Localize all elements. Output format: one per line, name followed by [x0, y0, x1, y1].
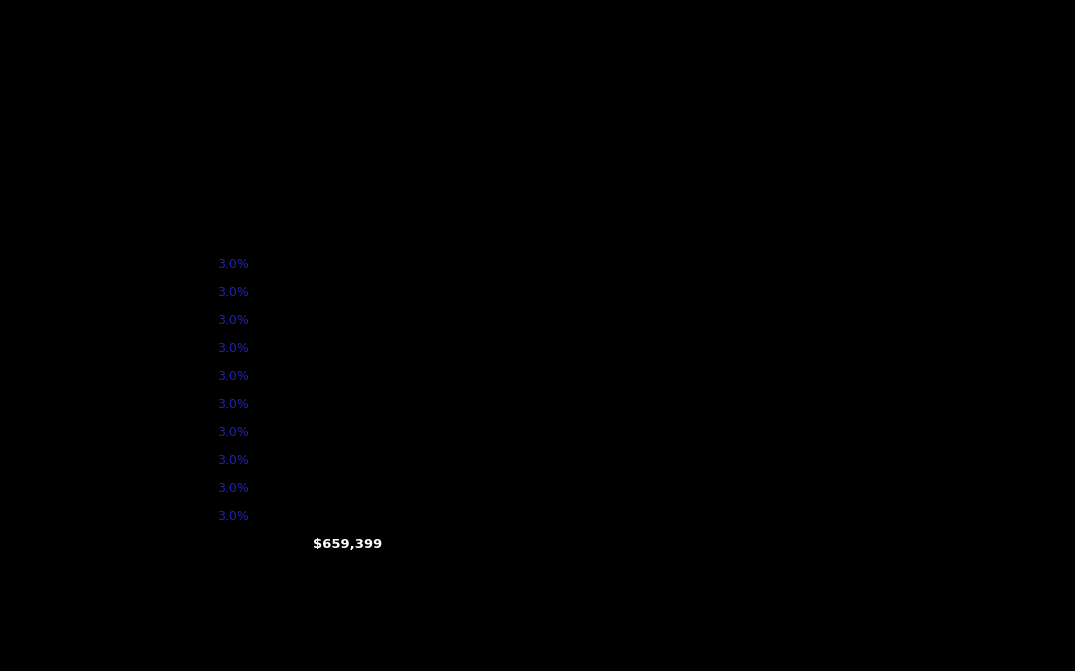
Text: $659,399: $659,399: [313, 539, 383, 552]
Text: 3.0%: 3.0%: [217, 399, 249, 411]
Text: 3.0%: 3.0%: [217, 454, 249, 468]
Text: 3.0%: 3.0%: [217, 287, 249, 299]
Text: 3.0%: 3.0%: [217, 342, 249, 356]
Text: 3.0%: 3.0%: [217, 482, 249, 495]
Text: 3.0%: 3.0%: [217, 427, 249, 440]
Text: 3.0%: 3.0%: [217, 370, 249, 384]
Text: 3.0%: 3.0%: [217, 258, 249, 272]
Text: 3.0%: 3.0%: [217, 315, 249, 327]
Text: 3.0%: 3.0%: [217, 511, 249, 523]
